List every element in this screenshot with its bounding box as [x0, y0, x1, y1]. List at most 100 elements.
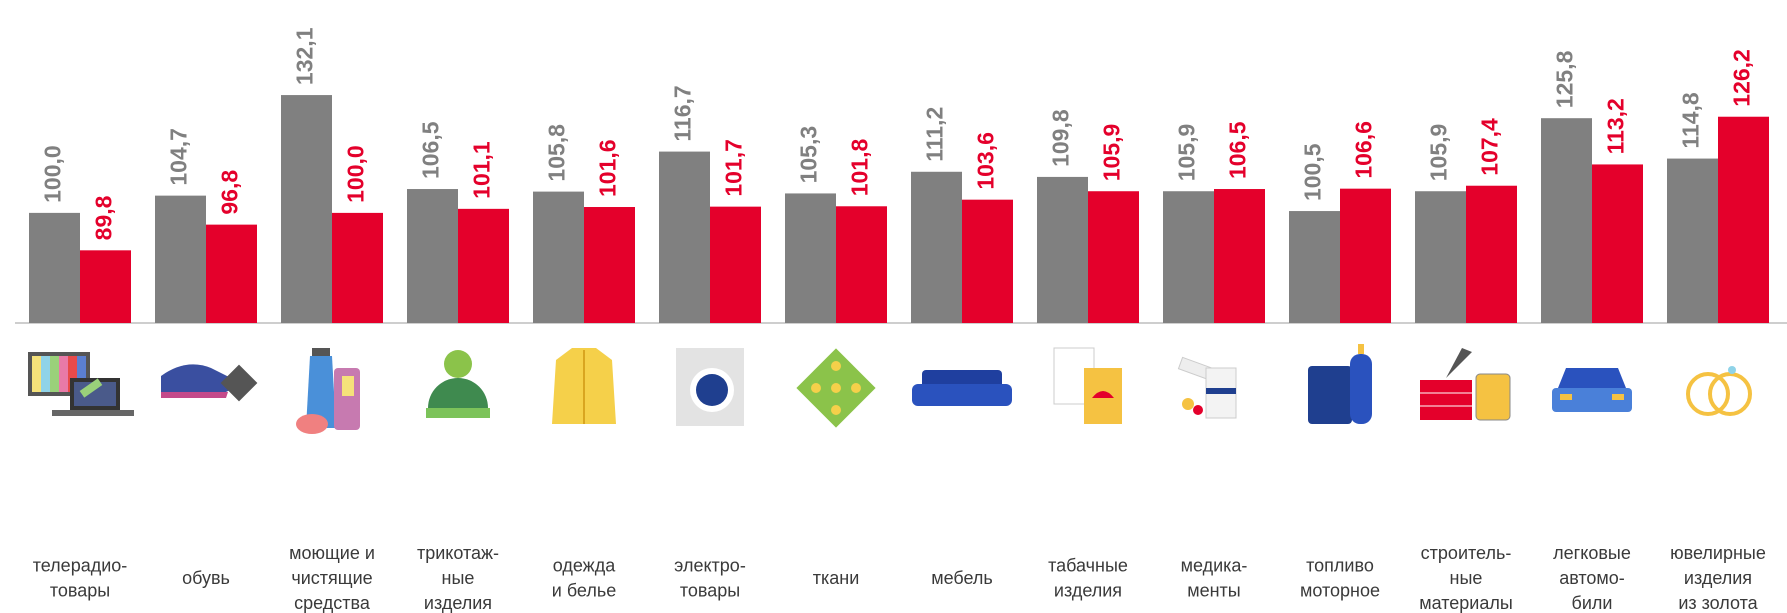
value-label: 105,9 [1099, 124, 1125, 182]
value-label: 104,7 [166, 128, 192, 186]
value-label: 96,8 [217, 170, 243, 215]
icon-fabric [796, 348, 875, 427]
value-label: 101,1 [469, 141, 495, 199]
bar [1667, 159, 1718, 323]
value-label: 113,2 [1603, 98, 1629, 154]
icon-sofa [912, 370, 1012, 406]
value-label: 109,8 [1048, 109, 1074, 167]
bar [155, 196, 206, 323]
value-label: 105,9 [1174, 124, 1200, 182]
value-label: 111,2 [922, 107, 948, 162]
category-label: товары [50, 580, 110, 600]
category-label: легковые [1553, 543, 1631, 563]
bar [533, 192, 584, 323]
value-label: 106,6 [1351, 121, 1377, 179]
category-label: мебель [931, 568, 993, 588]
icon-hat [426, 350, 490, 418]
category-label: менты [1187, 580, 1241, 600]
bar [911, 172, 962, 323]
bar [1466, 186, 1517, 323]
value-label: 106,5 [418, 121, 444, 179]
category-label: обувь [182, 568, 230, 588]
value-label: 116,7 [670, 85, 696, 141]
bar [659, 152, 710, 323]
bar [962, 200, 1013, 323]
icon-bricks [1420, 348, 1510, 420]
icon-cigarettes [1054, 348, 1122, 424]
value-label: 125,8 [1552, 50, 1578, 108]
category-label: моющие и [289, 543, 375, 563]
category-label: автомо- [1559, 568, 1625, 588]
category-label: моторное [1300, 580, 1380, 600]
icon-tv [28, 352, 134, 416]
value-label: 103,6 [973, 132, 999, 190]
category-label: изделия [1684, 568, 1752, 588]
value-label: 114,8 [1678, 92, 1704, 148]
icons [28, 344, 1750, 434]
value-label: 105,9 [1426, 124, 1452, 182]
value-label: 100,0 [343, 145, 369, 203]
value-label: 100,0 [40, 145, 66, 203]
value-label: 107,4 [1477, 118, 1503, 176]
category-label: табачные [1048, 555, 1128, 575]
bar [80, 250, 131, 323]
category-label: из золота [1678, 593, 1758, 613]
icon-medicine [1178, 357, 1236, 418]
category-label: ткани [813, 568, 860, 588]
category-label: топливо [1306, 555, 1374, 575]
category-label: электро- [674, 555, 746, 575]
bar [281, 95, 332, 323]
chart: 100,0 89,8 телерадио-товары 104,7 96,8 обувь 1… [0, 0, 1787, 613]
category-label: ювелирные [1670, 543, 1766, 563]
bar [332, 213, 383, 323]
bar [1163, 191, 1214, 323]
value-label: 132,1 [292, 27, 318, 85]
category-label: били [1572, 593, 1613, 613]
icon-coat [552, 348, 616, 424]
value-label: 106,5 [1225, 121, 1251, 179]
bar [785, 193, 836, 323]
value-label: 126,2 [1729, 49, 1755, 107]
bar [584, 207, 635, 323]
icon-fuel [1308, 344, 1372, 424]
icon-washer [676, 348, 744, 426]
category-label: и белье [552, 580, 616, 600]
bar [29, 213, 80, 323]
value-label: 101,7 [721, 139, 747, 197]
value-label: 100,5 [1300, 143, 1326, 201]
category-label: средства [294, 593, 371, 613]
bar [1340, 189, 1391, 323]
category-label: трикотаж- [417, 543, 499, 563]
bar [1592, 164, 1643, 323]
category-label: строитель- [1421, 543, 1512, 563]
bar [836, 206, 887, 323]
category-label: ные [442, 568, 475, 588]
value-label: 101,6 [595, 139, 621, 197]
icon-shoe [161, 364, 257, 401]
bar [1037, 177, 1088, 323]
value-label: 89,8 [91, 195, 117, 240]
bar [1088, 191, 1139, 323]
category-label: товары [680, 580, 740, 600]
icon-car [1552, 368, 1632, 412]
icon-cleaning [296, 348, 360, 434]
bar [1415, 191, 1466, 323]
bar [1718, 117, 1769, 323]
bar [1214, 189, 1265, 323]
icon-rings [1688, 366, 1750, 414]
value-label: 105,8 [544, 124, 570, 182]
value-label: 105,3 [796, 126, 822, 184]
bar [458, 209, 509, 323]
category-label: одежда [553, 555, 616, 575]
bar [710, 207, 761, 323]
category-label: медика- [1181, 555, 1248, 575]
value-label: 101,8 [847, 139, 873, 197]
category-label: чистящие [291, 568, 372, 588]
bar [1541, 118, 1592, 323]
category-label: телерадио- [33, 555, 128, 575]
category-label: ные [1450, 568, 1483, 588]
bar [206, 225, 257, 323]
bar [1289, 211, 1340, 323]
category-label: изделия [1054, 580, 1122, 600]
page: {"chart_data": {"type": "bar", "categori… [0, 0, 1787, 613]
